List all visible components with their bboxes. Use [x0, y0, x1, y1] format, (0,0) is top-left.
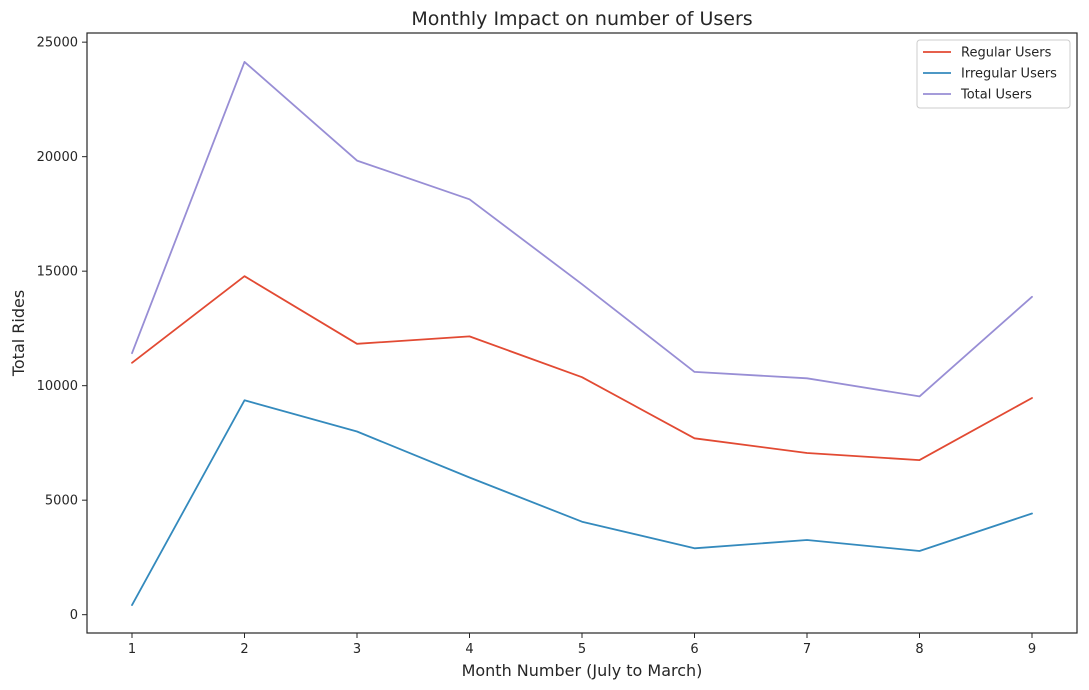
y-axis-label: Total Rides	[9, 290, 28, 377]
y-tick-label: 15000	[37, 265, 78, 280]
series-line-2	[131, 399, 1033, 606]
legend-label: Irregular Users	[961, 67, 1057, 82]
y-tick-label: 10000	[37, 379, 78, 394]
series-layer	[131, 61, 1033, 606]
legend-label: Regular Users	[961, 46, 1052, 61]
series-line-1	[131, 275, 1033, 462]
series-line-3	[131, 61, 1033, 398]
x-tick-label: 4	[465, 642, 473, 657]
legend-label: Total Users	[960, 88, 1032, 103]
legend-box	[916, 39, 1071, 109]
y-tick-label: 20000	[37, 150, 78, 165]
x-axis-label: Month Number (July to March)	[462, 661, 703, 680]
x-tick-label: 2	[240, 642, 248, 657]
x-tick-label: 1	[128, 642, 136, 657]
x-tick-label: 9	[1028, 642, 1036, 657]
x-tick-label: 7	[803, 642, 811, 657]
chart-title: Monthly Impact on number of Users	[411, 8, 752, 30]
x-tick-label: 3	[353, 642, 361, 657]
y-tick-label: 25000	[37, 36, 78, 51]
x-tick-label: 5	[578, 642, 586, 657]
legend: Regular Users Irregular Users Total Users	[916, 39, 1071, 109]
y-tick-label: 5000	[45, 494, 78, 509]
x-tick-label: 8	[915, 642, 923, 657]
plot-area	[86, 32, 1078, 634]
x-tick-label: 6	[690, 642, 698, 657]
plot-frame	[86, 32, 1078, 634]
y-axis: 0 5000 10000 15000 20000 25000	[37, 36, 87, 623]
y-tick-label: 0	[70, 608, 78, 623]
x-axis: 1 2 3 4 5 6 7 8 9	[128, 633, 1036, 657]
